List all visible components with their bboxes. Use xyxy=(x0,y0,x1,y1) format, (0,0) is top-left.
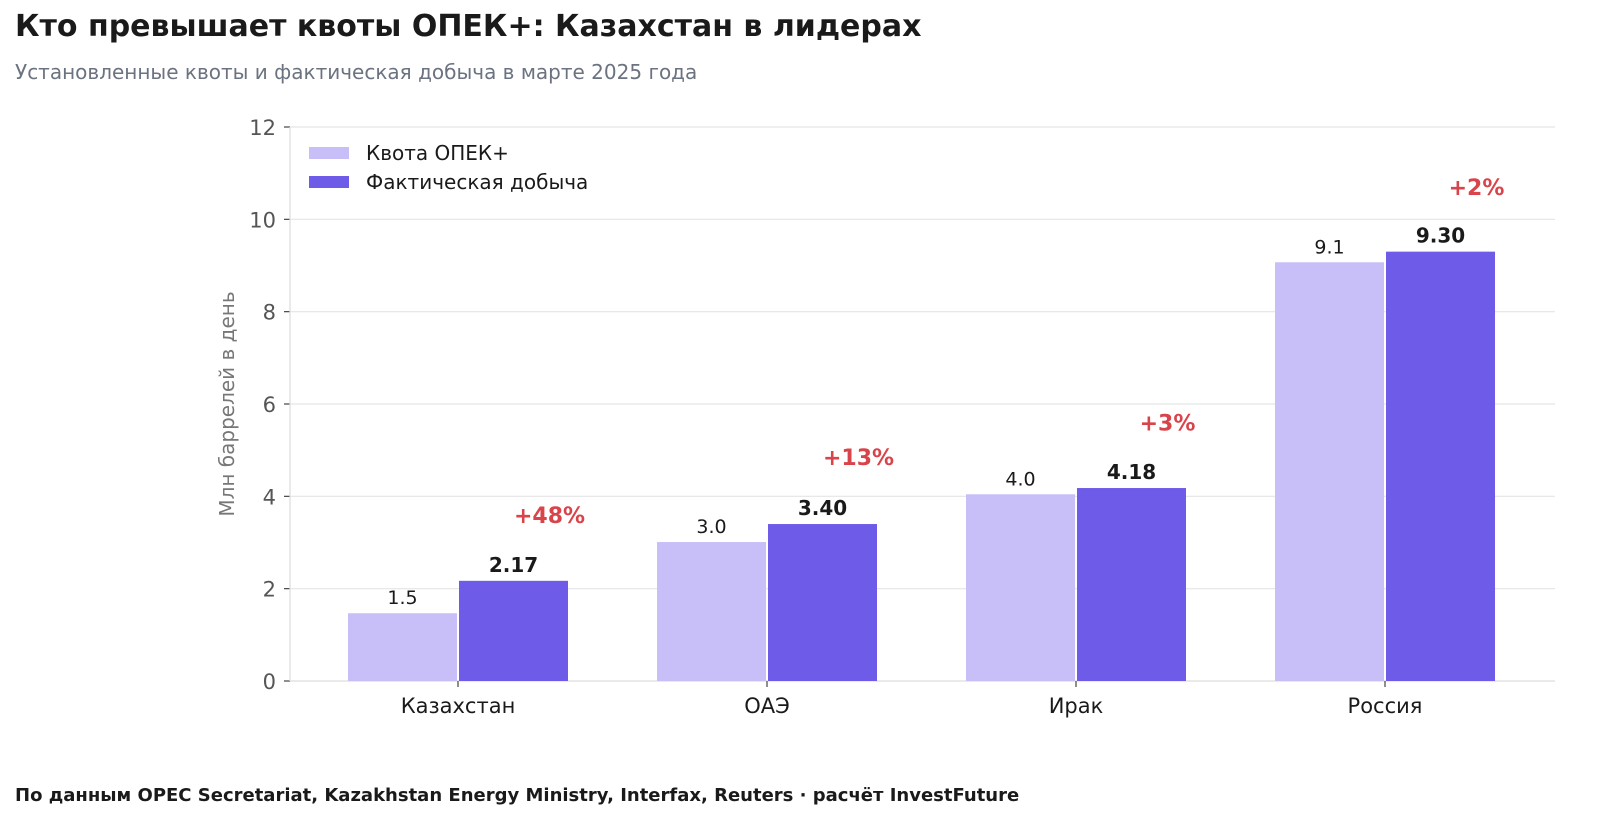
actual-value-label: 9.30 xyxy=(1416,224,1465,248)
quota-value-label: 9.1 xyxy=(1314,236,1344,258)
legend-swatch-actual xyxy=(309,176,349,188)
excess-percent-label: +48% xyxy=(514,504,585,529)
y-tick-label: 0 xyxy=(263,670,276,694)
x-tick-label: Казахстан xyxy=(401,694,516,718)
actual-bar xyxy=(1386,251,1495,681)
actual-value-label: 2.17 xyxy=(489,553,538,577)
y-tick-label: 12 xyxy=(249,116,276,140)
excess-percent-label: +13% xyxy=(823,446,894,471)
actual-bar xyxy=(1077,488,1186,681)
quota-bar xyxy=(966,494,1075,681)
source-note: По данным OPEC Secretariat, Kazakhstan E… xyxy=(15,785,1020,806)
excess-percent-label: +3% xyxy=(1140,411,1196,436)
quota-value-label: 1.5 xyxy=(387,587,417,609)
actual-bar xyxy=(768,524,877,681)
y-axis-label: Млн баррелей в день xyxy=(215,291,239,516)
legend-label-actual: Фактическая добыча xyxy=(366,170,588,194)
quota-bar xyxy=(657,542,766,681)
quota-bar xyxy=(1275,262,1384,681)
y-tick-label: 8 xyxy=(263,301,276,325)
excess-percent-label: +2% xyxy=(1449,176,1505,201)
chart-title: Кто превышает квоты ОПЕК+: Казахстан в л… xyxy=(15,9,922,44)
x-tick-label: Россия xyxy=(1348,694,1423,718)
y-tick-label: 4 xyxy=(263,485,276,509)
actual-value-label: 4.18 xyxy=(1107,460,1156,484)
x-tick-label: Ирак xyxy=(1049,694,1104,718)
y-tick-label: 6 xyxy=(263,393,276,417)
legend-label-quota: Квота ОПЕК+ xyxy=(366,141,509,165)
quota-bar xyxy=(348,613,457,681)
quota-value-label: 4.0 xyxy=(1005,468,1035,490)
quota-value-label: 3.0 xyxy=(696,516,726,538)
x-tick-label: ОАЭ xyxy=(744,694,790,718)
chart-subtitle: Установленные квоты и фактическая добыча… xyxy=(15,60,698,84)
actual-value-label: 3.40 xyxy=(798,496,847,520)
actual-bar xyxy=(459,580,568,681)
y-tick-label: 2 xyxy=(263,578,276,602)
y-tick-label: 10 xyxy=(249,208,276,232)
legend-swatch-quota xyxy=(309,147,349,159)
